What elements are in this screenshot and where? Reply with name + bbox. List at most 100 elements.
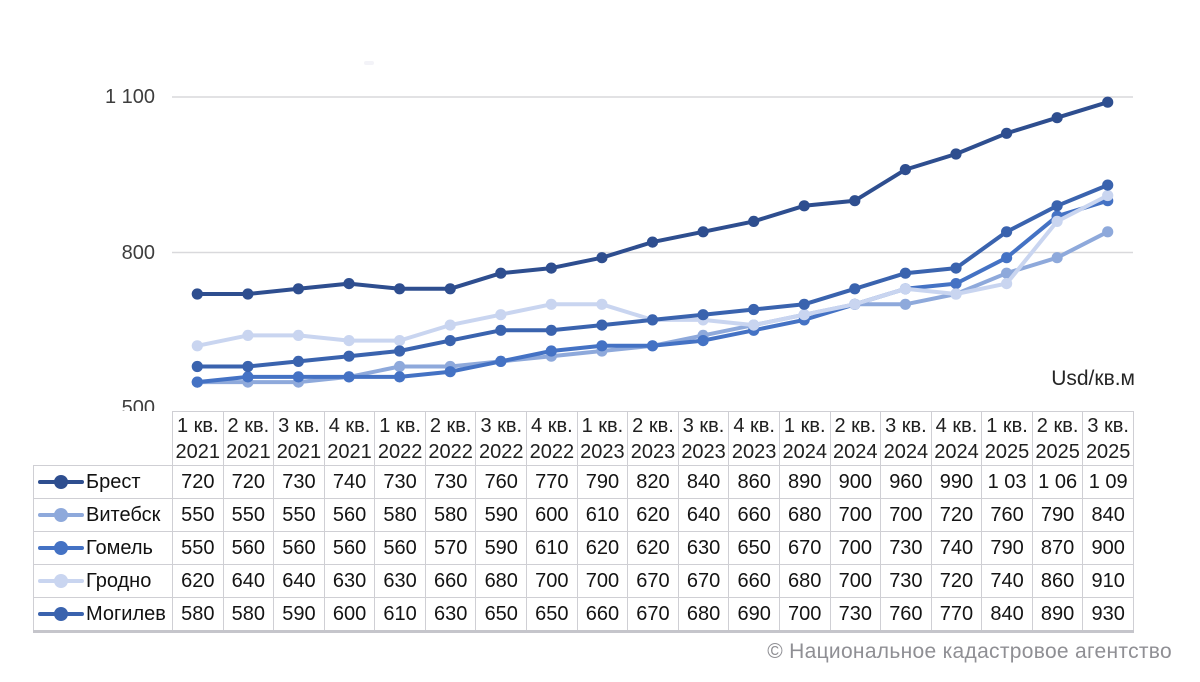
- price-cell: 700: [829, 531, 882, 565]
- price-cell: 700: [526, 564, 578, 598]
- table-corner-cell: [33, 411, 173, 466]
- price-cell: 700: [576, 564, 629, 598]
- price-cell: 640: [677, 498, 730, 532]
- data-point-Гомель: [646, 340, 659, 352]
- quarter-header-cell: 2 кв. 2024: [829, 411, 882, 466]
- price-cell: 560: [323, 498, 376, 532]
- price-cell: 1 03: [981, 465, 1033, 499]
- price-cell: 580: [222, 597, 275, 633]
- table-row-Витебск: Витебск 550 550 550 560 580 580 590 600 610 620 640…: [33, 498, 1134, 532]
- data-point-Могилев: [748, 303, 760, 316]
- data-point-Могилев: [495, 324, 507, 336]
- legend-line-marker-icon: [38, 541, 84, 555]
- data-point-Могилев: [1001, 226, 1013, 238]
- price-cell: 670: [627, 564, 679, 598]
- data-point-Могилев: [899, 267, 912, 279]
- data-point-Гомель: [495, 355, 507, 367]
- data-point-Гродно: [950, 288, 962, 300]
- data-point-Могилев: [697, 309, 709, 321]
- data-point-Брест: [242, 288, 254, 300]
- price-cell: 910: [1082, 564, 1134, 598]
- legend-line-marker-icon: [38, 607, 84, 621]
- data-point-Могилев: [292, 355, 304, 367]
- price-cell: 900: [829, 465, 882, 499]
- price-cell: 860: [728, 465, 780, 499]
- price-cell: 640: [222, 564, 275, 598]
- quarter-header-cell: 1 кв. 2023: [576, 411, 629, 466]
- data-point-Гомель: [292, 371, 304, 383]
- quarter-header-cell: 1 кв. 2024: [778, 411, 831, 466]
- data-point-Брест: [697, 226, 709, 238]
- price-cell: 620: [627, 531, 679, 565]
- data-point-Брест: [798, 200, 810, 212]
- data-point-Гомель: [545, 345, 557, 357]
- price-cell: 580: [424, 498, 477, 532]
- data-point-Витебск: [1001, 267, 1013, 279]
- data-point-Витебск: [1102, 226, 1114, 238]
- legend-label: Брест: [86, 470, 141, 493]
- data-point-Брест: [899, 164, 912, 176]
- data-point-Гродно: [596, 298, 608, 310]
- data-point-Гомель: [394, 371, 406, 383]
- unit-label: Usd/кв.м: [1051, 367, 1135, 390]
- price-cell: 610: [526, 531, 578, 565]
- price-cell: 730: [273, 465, 325, 499]
- data-point-Гродно: [495, 309, 507, 321]
- price-cell: 670: [627, 597, 679, 633]
- data-point-Гродно: [242, 329, 254, 341]
- series-line-Брест: [195, 100, 1110, 296]
- price-cell: 700: [829, 498, 882, 532]
- price-cell: 560: [273, 531, 325, 565]
- price-cell: 730: [374, 465, 426, 499]
- faint-artifact-mark: [364, 61, 374, 65]
- legend-label: Гродно: [86, 569, 152, 592]
- price-cell: 740: [930, 531, 983, 565]
- data-point-Гродно: [748, 319, 760, 331]
- data-point-Брест: [394, 283, 406, 295]
- price-cell: 570: [424, 531, 477, 565]
- data-point-Могилев: [545, 324, 557, 336]
- price-cell: 550: [222, 498, 275, 532]
- price-line-chart: [172, 96, 1133, 388]
- price-cell: 1 06: [1031, 465, 1084, 499]
- data-point-Гродно: [444, 319, 456, 331]
- price-cell: 730: [880, 564, 932, 598]
- price-cell: 740: [323, 465, 376, 499]
- data-point-Витебск: [394, 360, 406, 373]
- data-point-Брест: [1001, 127, 1013, 139]
- data-point-Гродно: [343, 335, 355, 347]
- price-cell: 610: [374, 597, 426, 633]
- data-point-Могилев: [798, 298, 810, 310]
- legend-label: Витебск: [86, 503, 161, 526]
- price-cell: 680: [475, 564, 528, 598]
- data-point-Могилев: [242, 360, 254, 373]
- data-point-Брест: [596, 252, 608, 264]
- price-cell: 960: [880, 465, 932, 499]
- quarter-header-cell: 3 кв. 2025: [1082, 411, 1134, 466]
- data-point-Гомель: [950, 278, 962, 290]
- price-cell: 560: [222, 531, 275, 565]
- price-cell: 790: [576, 465, 629, 499]
- price-cell: 720: [222, 465, 275, 499]
- quarter-header-cell: 2 кв. 2023: [627, 411, 679, 466]
- price-cell: 670: [778, 531, 831, 565]
- price-cell: 840: [1082, 498, 1134, 532]
- price-cell: 760: [475, 465, 528, 499]
- price-cell: 660: [728, 498, 780, 532]
- price-cell: 550: [273, 498, 325, 532]
- price-cell: 770: [526, 465, 578, 499]
- price-cell: 860: [1031, 564, 1084, 598]
- data-point-Брест: [1102, 96, 1114, 108]
- data-point-Гродно: [191, 340, 203, 352]
- quarter-header-cell: 4 кв. 2022: [526, 411, 578, 466]
- quarter-header-cell: 4 кв. 2021: [323, 411, 376, 466]
- price-cell: 650: [475, 597, 528, 633]
- quarter-header-cell: 2 кв. 2021: [222, 411, 275, 466]
- data-point-Гродно: [394, 335, 406, 347]
- quarter-header-cell: 1 кв. 2025: [981, 411, 1033, 466]
- data-point-Могилев: [849, 283, 861, 295]
- price-cell: 600: [323, 597, 376, 633]
- data-point-Могилев: [646, 314, 659, 326]
- quarter-header-cell: 3 кв. 2021: [273, 411, 325, 466]
- price-cell: 720: [930, 498, 983, 532]
